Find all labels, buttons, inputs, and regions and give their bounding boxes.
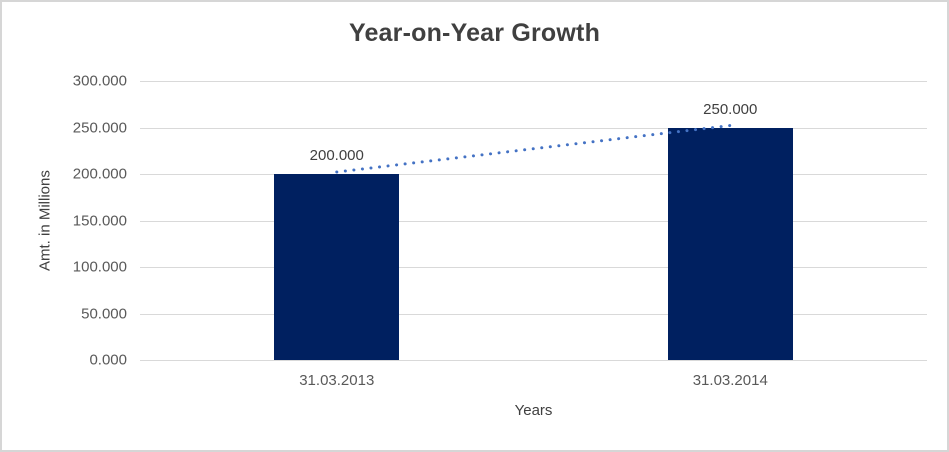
y-tick-label: 150.000 [72,212,127,229]
data-label: 250.000 [703,100,758,118]
y-axis-tick-labels: 0.000 50.000 100.000 150.000 200.000 250.000 3… [2,73,127,369]
gridline [140,127,927,129]
x-axis-title: Years [514,402,553,419]
y-tick-label: 50.000 [81,305,127,322]
gridline [140,81,927,82]
gridline [140,360,927,361]
chart-title: Year-on-Year Growth [348,19,601,47]
y-tick-label: 0.000 [89,351,127,369]
y-tick-label: 250.000 [72,119,127,136]
gridline [140,174,927,175]
x-tick-label: 31.03.2014 [692,372,768,389]
gridline [140,220,927,222]
y-tick-label: 100.000 [72,258,127,276]
gridline [140,267,927,268]
plot-area: 200.000 250.000 [140,81,927,361]
x-tick-label: 31.03.2013 [299,372,375,389]
y-tick-label: 200.000 [72,165,127,183]
data-label: 200.000 [309,147,364,164]
y-tick-label: 300.000 [72,72,127,90]
bar [667,127,793,360]
gridline [140,313,927,315]
trendline [335,124,732,174]
bar [274,174,400,360]
x-axis-tick-labels: 31.03.2013 31.03.2014 [140,360,927,390]
